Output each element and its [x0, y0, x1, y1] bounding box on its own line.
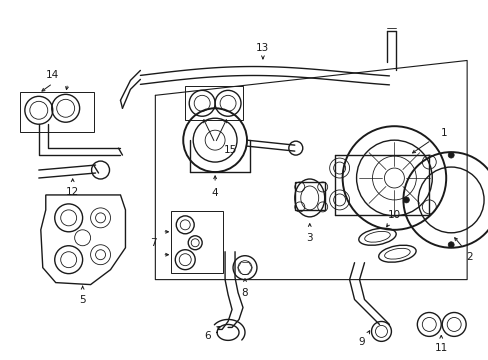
Text: 13: 13 [256, 42, 269, 53]
Text: 5: 5 [79, 294, 86, 305]
Text: 9: 9 [358, 337, 364, 347]
Text: 11: 11 [434, 343, 447, 354]
Text: 3: 3 [306, 233, 312, 243]
Circle shape [403, 197, 408, 203]
Bar [294, 182, 324, 210]
Circle shape [447, 242, 453, 248]
Text: 1: 1 [440, 128, 447, 138]
Circle shape [447, 152, 453, 158]
Text: 8: 8 [241, 288, 248, 298]
Text: 7: 7 [150, 238, 156, 248]
Text: 12: 12 [66, 187, 79, 197]
Text: 15: 15 [223, 145, 236, 155]
Text: 6: 6 [203, 332, 210, 341]
Text: 4: 4 [211, 188, 218, 198]
Text: 14: 14 [46, 71, 59, 80]
Text: 10: 10 [387, 210, 400, 220]
Text: 2: 2 [465, 252, 471, 262]
